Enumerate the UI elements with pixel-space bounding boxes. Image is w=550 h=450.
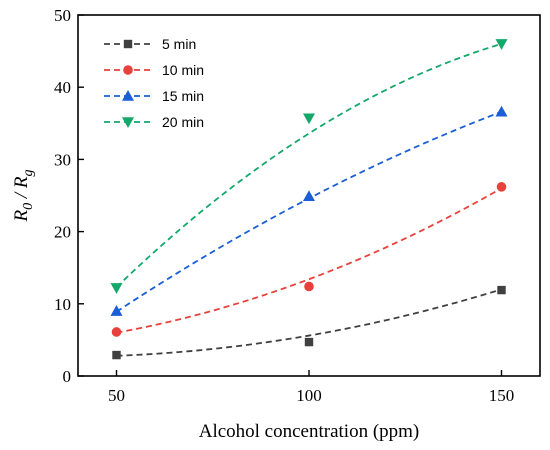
fit-line xyxy=(115,43,502,288)
data-point xyxy=(110,305,123,316)
data-point xyxy=(495,39,508,50)
axes xyxy=(77,14,541,377)
legend-marker xyxy=(122,90,134,101)
fit-line xyxy=(116,187,502,334)
y-tick-label: 40 xyxy=(54,78,71,97)
legend: 5 min 10 min 15 min 20 min xyxy=(104,36,204,130)
legend-label: 10 min xyxy=(162,62,204,78)
tick-labels: 0 10 20 30 40 50 50 100 150 xyxy=(54,6,514,405)
data-point xyxy=(303,113,315,125)
data-point xyxy=(111,327,122,337)
legend-item: 15 min xyxy=(104,88,204,104)
legend-marker xyxy=(123,39,133,49)
y-tick-label: 10 xyxy=(54,295,71,314)
fit-line xyxy=(116,288,502,357)
y-tick-label: 30 xyxy=(54,150,71,169)
legend-label: 20 min xyxy=(162,114,204,130)
data-point xyxy=(496,182,507,192)
legend-marker xyxy=(123,65,133,75)
legend-label: 5 min xyxy=(162,36,196,52)
x-tick-label: 150 xyxy=(489,386,515,405)
series-group xyxy=(110,39,508,360)
y-axis-label: R0 / Rg xyxy=(11,170,36,223)
series-5-min xyxy=(112,285,506,360)
data-point xyxy=(497,285,506,295)
series-15-min xyxy=(110,105,508,316)
data-point xyxy=(303,190,315,202)
data-point xyxy=(110,283,123,294)
y-tick-label: 50 xyxy=(54,6,71,25)
x-tick-label: 50 xyxy=(108,386,125,405)
legend-item: 10 min xyxy=(104,62,204,78)
data-point xyxy=(304,337,314,347)
legend-item: 5 min xyxy=(104,36,196,52)
y-tick-label: 20 xyxy=(54,223,71,242)
x-tick-label: 100 xyxy=(296,386,322,405)
series-10-min xyxy=(111,182,507,337)
data-point xyxy=(495,105,508,117)
x-axis-label: Alcohol concentration (ppm) xyxy=(199,421,420,442)
data-point xyxy=(304,281,314,292)
y-tick-label: 0 xyxy=(63,367,72,386)
series-20-min xyxy=(110,39,508,294)
data-point xyxy=(112,350,121,360)
legend-marker xyxy=(122,117,134,128)
legend-item: 20 min xyxy=(104,114,204,130)
legend-label: 15 min xyxy=(162,88,204,104)
